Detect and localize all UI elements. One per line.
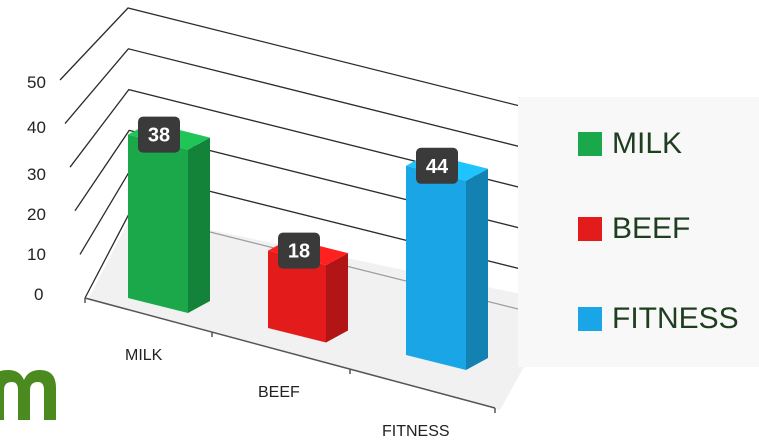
legend-label-beef: BEEF <box>612 212 691 245</box>
gridline <box>59 7 561 117</box>
data-label-beef: 18 <box>278 232 320 269</box>
legend-label-fitness: FITNESS <box>612 302 739 335</box>
y-tick-label: 50 <box>27 73 46 92</box>
legend-item-beef: BEEF <box>578 212 690 246</box>
bar-front-face <box>128 134 188 313</box>
data-label-fitness: 44 <box>416 147 458 184</box>
gridline <box>64 48 561 158</box>
y-tick-label: 30 <box>27 165 46 184</box>
data-label-box <box>416 147 458 184</box>
legend-item-fitness: FITNESS <box>578 302 739 336</box>
x-category-label: FITNESS <box>382 423 450 440</box>
bar-side-face <box>188 137 210 313</box>
legend-swatch-milk <box>578 132 602 156</box>
logo-mark-icon <box>0 370 56 420</box>
x-category-label: BEEF <box>258 384 300 401</box>
data-label-milk: 38 <box>138 116 180 153</box>
y-tick-label: 10 <box>27 245 46 264</box>
y-tick-label: 20 <box>27 205 46 224</box>
data-label-text: 44 <box>426 156 449 178</box>
legend-item-milk: MILK <box>578 127 682 161</box>
data-label-text: 18 <box>288 241 310 263</box>
y-tick-label: 0 <box>34 285 43 304</box>
legend: MILK BEEF FITNESS <box>518 97 759 367</box>
data-label-box <box>138 116 180 153</box>
y-tick-label: 40 <box>27 118 46 137</box>
bar-front-face <box>268 250 326 343</box>
axes <box>84 297 496 413</box>
bar-side-face <box>326 253 348 343</box>
legend-swatch-fitness <box>578 307 602 331</box>
x-axis-line <box>84 297 496 409</box>
x-category-label: MILK <box>125 347 163 364</box>
y-axis-ticks: 0 10 20 30 40 50 <box>27 73 46 304</box>
bar-fitness <box>406 153 488 370</box>
legend-swatch-beef <box>578 217 602 241</box>
data-label-text: 38 <box>148 125 170 147</box>
bar-side-face <box>466 168 488 370</box>
data-label-box <box>278 232 320 269</box>
bar-front-face <box>406 165 466 370</box>
x-axis-categories: MILK BEEF FITNESS <box>125 347 450 440</box>
legend-label-milk: MILK <box>612 127 683 160</box>
data-labels: 38 18 44 <box>138 116 458 269</box>
